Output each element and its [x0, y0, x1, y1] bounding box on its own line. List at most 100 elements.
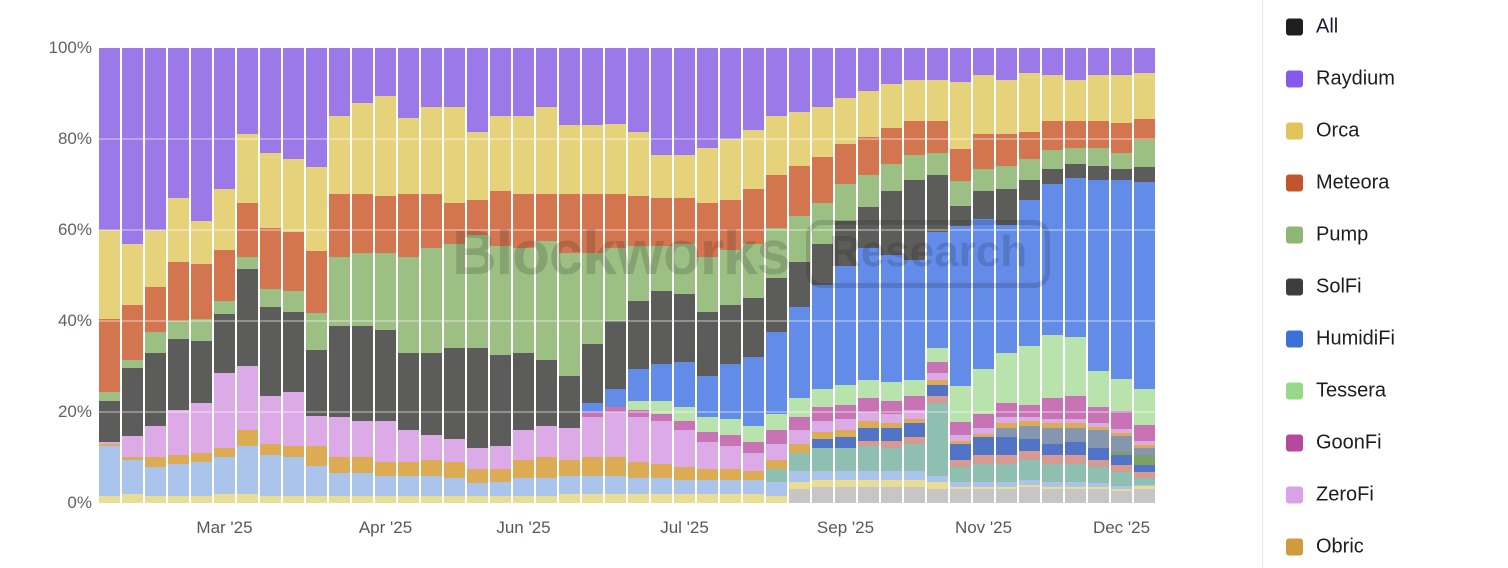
bar-week-33[interactable]: [857, 48, 880, 503]
legend-item-zerofi[interactable]: ZeroFi: [1286, 484, 1374, 507]
bar-week-45[interactable]: [1133, 48, 1156, 503]
bar-segment-unlabeled-pale-blue: [605, 475, 626, 494]
legend-item-solfi[interactable]: SolFi: [1286, 276, 1362, 299]
bar-week-14[interactable]: [420, 48, 443, 503]
bar-week-5[interactable]: [213, 48, 236, 503]
bar-week-39[interactable]: [995, 48, 1018, 503]
bar-week-16[interactable]: [466, 48, 489, 503]
bar-segment-raydium: [490, 48, 511, 117]
bar-segment-zerofi: [674, 430, 695, 467]
legend-item-all[interactable]: All: [1286, 16, 1338, 39]
bar-week-1[interactable]: [121, 48, 144, 503]
bar-segment-tessera: [927, 348, 948, 362]
bar-segment-obric: [927, 380, 948, 385]
bar-segment-orca: [1134, 73, 1155, 120]
legend-swatch-orca: [1286, 122, 1303, 140]
bar-week-28[interactable]: [742, 48, 765, 503]
bar-segment-unlabeled-teal: [927, 402, 948, 476]
bar-week-0[interactable]: [98, 48, 121, 503]
bar-segment-goonfi: [789, 416, 810, 431]
bar-week-9[interactable]: [305, 48, 328, 503]
bar-segment-humidifi: [743, 357, 764, 426]
bar-segment-obric: [789, 443, 810, 453]
bar-segment-raydium: [398, 48, 419, 119]
bar-segment-obric: [950, 440, 971, 444]
bar-week-36[interactable]: [926, 48, 949, 503]
bar-segment-tessera: [973, 368, 994, 415]
bar-week-26[interactable]: [696, 48, 719, 503]
bar-week-24[interactable]: [650, 48, 673, 503]
legend-label: SolFi: [1316, 275, 1362, 298]
bar-week-32[interactable]: [834, 48, 857, 503]
bar-segment-meteora: [605, 193, 626, 249]
bar-week-10[interactable]: [328, 48, 351, 503]
bar-week-2[interactable]: [144, 48, 167, 503]
bar-segment-pump: [1019, 159, 1040, 180]
bar-segment-orca: [766, 116, 787, 176]
bar-week-43[interactable]: [1087, 48, 1110, 503]
bar-week-37[interactable]: [949, 48, 972, 503]
bar-segment-tessera: [1088, 371, 1109, 408]
bar-segment-unlabeled-navy-blue: [858, 427, 879, 442]
bar-week-23[interactable]: [627, 48, 650, 503]
bar-week-25[interactable]: [673, 48, 696, 503]
bar-segment-humidifi: [1042, 184, 1063, 335]
bar-week-19[interactable]: [535, 48, 558, 503]
bar-segment-orca: [927, 79, 948, 121]
bar-week-35[interactable]: [903, 48, 926, 503]
bar-segment-goonfi: [1111, 410, 1132, 429]
bar-week-44[interactable]: [1110, 48, 1133, 503]
legend-item-obric[interactable]: Obric: [1286, 536, 1364, 559]
bar-week-15[interactable]: [443, 48, 466, 503]
bar-week-8[interactable]: [282, 48, 305, 503]
bar-segment-meteora: [191, 264, 212, 319]
bar-week-29[interactable]: [765, 48, 788, 503]
legend-item-humidifi[interactable]: HumidiFi: [1286, 328, 1395, 351]
bar-segment-meteora: [421, 193, 442, 249]
bar-segment-unlabeled-pale-blue: [1019, 480, 1040, 485]
bar-segment-orca: [421, 107, 442, 194]
bar-segment-orca: [605, 123, 626, 194]
bar-segment-unlabeled-pale-blue: [674, 480, 695, 494]
bar-week-3[interactable]: [167, 48, 190, 503]
bar-segment-zerofi: [490, 446, 511, 469]
bar-segment-pump: [973, 168, 994, 192]
bar-segment-unlabeled-pale-yellow: [467, 496, 488, 503]
legend-item-tessera[interactable]: Tessera: [1286, 380, 1386, 403]
bar-segment-unlabeled-teal: [973, 464, 994, 483]
bar-week-38[interactable]: [972, 48, 995, 503]
bar-week-41[interactable]: [1041, 48, 1064, 503]
bar-segment-solfi: [260, 307, 281, 397]
legend-item-goonfi[interactable]: GoonFi: [1286, 432, 1382, 455]
bar-week-34[interactable]: [880, 48, 903, 503]
bar-week-6[interactable]: [236, 48, 259, 503]
legend-item-orca[interactable]: Orca: [1286, 120, 1359, 143]
bar-segment-meteora: [766, 175, 787, 228]
bar-segment-meteora: [260, 227, 281, 290]
bar-week-7[interactable]: [259, 48, 282, 503]
bar-week-27[interactable]: [719, 48, 742, 503]
bar-week-4[interactable]: [190, 48, 213, 503]
bar-week-17[interactable]: [489, 48, 512, 503]
bar-segment-unlabeled-teal: [1019, 459, 1040, 481]
bar-week-20[interactable]: [558, 48, 581, 503]
bar-week-40[interactable]: [1018, 48, 1041, 503]
bar-segment-humidifi: [1111, 179, 1132, 379]
bar-segment-solfi: [398, 352, 419, 431]
bar-week-11[interactable]: [351, 48, 374, 503]
legend-item-pump[interactable]: Pump: [1286, 224, 1368, 247]
bar-segment-unlabeled-pale-yellow: [950, 486, 971, 490]
bar-segment-meteora: [283, 232, 304, 292]
bar-week-21[interactable]: [581, 48, 604, 503]
bar-week-30[interactable]: [788, 48, 811, 503]
bar-week-12[interactable]: [374, 48, 397, 503]
bar-week-13[interactable]: [397, 48, 420, 503]
bar-week-18[interactable]: [512, 48, 535, 503]
bar-segment-zerofi: [789, 430, 810, 444]
legend-item-raydium[interactable]: Raydium: [1286, 68, 1395, 91]
bar-segment-meteora: [996, 134, 1017, 167]
legend-item-meteora[interactable]: Meteora: [1286, 172, 1389, 195]
bar-week-31[interactable]: [811, 48, 834, 503]
bar-week-22[interactable]: [604, 48, 627, 503]
bar-week-42[interactable]: [1064, 48, 1087, 503]
